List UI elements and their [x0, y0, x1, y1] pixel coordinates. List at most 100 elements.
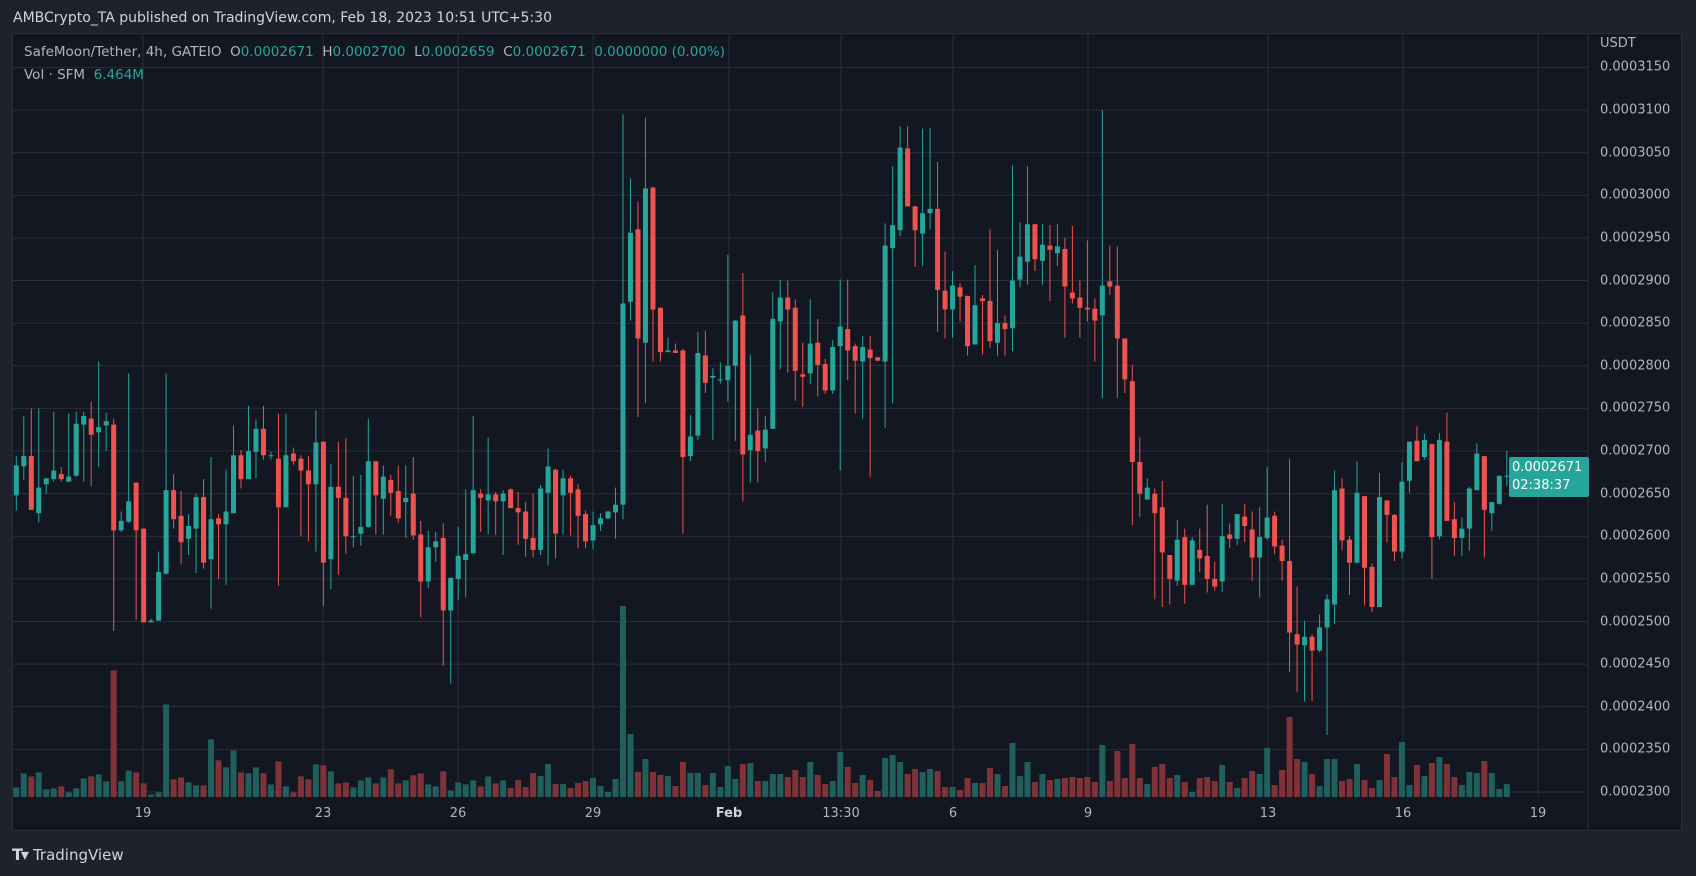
candle	[1369, 563, 1375, 613]
candle	[28, 408, 34, 510]
volume-bar	[335, 783, 342, 797]
volume-bar	[1039, 774, 1046, 797]
candle-body	[1129, 381, 1135, 463]
candle	[575, 484, 581, 549]
candle	[687, 415, 693, 462]
volume-bar	[545, 764, 552, 797]
candle	[463, 489, 469, 598]
candle-body	[448, 578, 454, 611]
candle	[538, 485, 544, 556]
candle	[500, 490, 506, 556]
volume-bar	[1234, 788, 1241, 797]
candle	[635, 202, 641, 417]
volume-bars	[13, 606, 1510, 797]
candle	[1474, 443, 1480, 491]
volume-bar	[1121, 778, 1128, 797]
candle	[657, 307, 663, 362]
candle-body	[1054, 246, 1060, 254]
price-tick-label: 0.0002350	[1600, 741, 1671, 757]
volume-bar	[972, 783, 979, 797]
candle	[1084, 240, 1090, 322]
volume-bar	[1226, 782, 1233, 797]
volume-bar	[1204, 777, 1211, 797]
grid	[13, 34, 1589, 830]
candle	[1489, 502, 1495, 532]
candle	[410, 456, 416, 540]
candle	[343, 438, 349, 555]
candle-body	[118, 520, 124, 531]
candle-body	[650, 187, 656, 310]
candle	[1182, 528, 1188, 604]
volume-bar	[470, 780, 477, 797]
volume-bar	[103, 781, 110, 797]
candle-body	[111, 424, 117, 531]
candle-body	[1144, 487, 1150, 500]
candle-body	[1219, 536, 1225, 582]
candle	[418, 520, 424, 618]
candle	[1009, 165, 1015, 352]
candle	[365, 418, 371, 528]
volume-bar	[73, 788, 80, 797]
volume-bar	[694, 773, 701, 797]
volume-bar	[1324, 759, 1331, 797]
volume-bar	[844, 767, 851, 797]
volume-bar	[560, 784, 567, 797]
price-axis-unit: USDT	[1600, 36, 1636, 51]
volume-bar	[642, 759, 649, 797]
candle	[111, 418, 117, 631]
volume-label[interactable]: Vol · SFM	[24, 67, 86, 83]
candle	[897, 126, 903, 237]
candle	[770, 292, 776, 429]
candle	[1077, 280, 1083, 338]
price-tick-label: 0.0002550	[1600, 571, 1671, 587]
volume-bar	[1046, 780, 1053, 797]
volume-bar	[125, 770, 132, 797]
candle	[942, 251, 948, 339]
candle	[792, 299, 798, 401]
volume-bar	[1503, 784, 1510, 797]
volume-bar	[252, 767, 259, 797]
candle	[1197, 528, 1203, 573]
candle	[702, 330, 708, 394]
volume-bar	[1076, 778, 1083, 797]
symbol-title[interactable]: SafeMoon/Tether, 4h, GATEIO	[24, 44, 222, 60]
time-tick-label: Feb	[715, 806, 743, 821]
candle	[642, 117, 648, 404]
candle	[96, 361, 102, 468]
candle-body	[260, 428, 266, 456]
candle	[882, 223, 888, 428]
candle-body	[1197, 549, 1203, 559]
candle	[1332, 470, 1338, 625]
candle	[1114, 246, 1120, 399]
time-tick-label: 19	[1529, 806, 1547, 821]
volume-bar	[769, 774, 776, 797]
candle	[665, 337, 671, 353]
price-tick-label: 0.0003000	[1600, 187, 1671, 203]
volume-bar	[739, 764, 746, 797]
volume-bar	[1106, 781, 1113, 797]
chart-pane[interactable]	[12, 33, 1682, 831]
candle-body	[440, 537, 446, 611]
candle-body	[163, 490, 169, 574]
candle-body	[66, 476, 72, 482]
candle	[433, 531, 439, 562]
candle	[620, 114, 626, 520]
tradingview-logo[interactable]: T▾ TradingView	[12, 845, 124, 864]
candle-body	[538, 488, 544, 550]
price-tick-label: 0.0002450	[1600, 656, 1671, 672]
candle	[1212, 561, 1218, 591]
volume-bar	[350, 787, 357, 797]
high-label: H	[322, 44, 333, 60]
volume-bar	[43, 789, 50, 797]
candle-body	[470, 490, 476, 554]
price-tick-label: 0.0003050	[1600, 145, 1671, 161]
candle	[216, 514, 222, 579]
volume-bar	[425, 784, 432, 797]
volume-bar	[133, 772, 140, 797]
candle-body	[1249, 529, 1255, 558]
candle-body	[1451, 519, 1457, 538]
candle-body	[216, 518, 222, 525]
candle-body	[178, 515, 184, 543]
candle-body	[1466, 488, 1472, 529]
